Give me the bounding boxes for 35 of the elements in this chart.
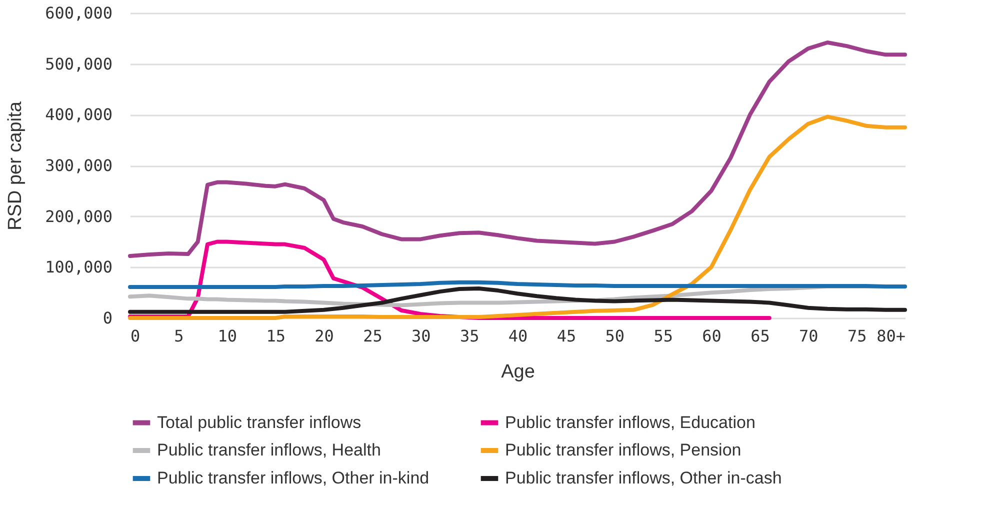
y-tick-label: 400,000 xyxy=(45,105,112,124)
x-tick-label: 20 xyxy=(314,326,334,346)
x-tick-label: 55 xyxy=(654,326,673,346)
x-tick-label: 30 xyxy=(411,326,431,346)
legend-label: Public transfer inflows, Health xyxy=(157,440,381,460)
y-tick-label: 100,000 xyxy=(45,258,112,277)
x-tick-label: 10 xyxy=(218,326,238,346)
line-series xyxy=(128,286,907,314)
y-axis-title: RSD per capita xyxy=(5,101,26,230)
x-tick-label: 5 xyxy=(174,326,184,346)
line-series xyxy=(128,114,907,320)
legend-label: Total public transfer inflows xyxy=(157,412,362,432)
legend-label: Public transfer inflows, Other in-cash xyxy=(505,468,782,488)
y-tick-label: 300,000 xyxy=(45,156,112,175)
line-series xyxy=(128,40,907,258)
x-tick-label: 75 xyxy=(847,326,867,346)
x-tick-label: 80+ xyxy=(876,326,906,346)
y-tick-label: 0 xyxy=(102,308,112,328)
x-tick-label: 60 xyxy=(702,326,722,346)
legend-label: Public transfer inflows, Pension xyxy=(505,440,742,460)
x-axis-title: Age xyxy=(501,362,535,382)
x-tick-label: 0 xyxy=(130,326,140,346)
x-tick-label: 45 xyxy=(556,326,576,346)
x-tick-label: 50 xyxy=(605,326,625,346)
x-tick-label: 25 xyxy=(363,326,382,346)
y-tick-label: 200,000 xyxy=(45,206,112,226)
y-tick-label: 600,000 xyxy=(45,4,112,22)
legend-label: Public transfer inflows, Other in-kind xyxy=(157,468,430,488)
x-tick-label: 15 xyxy=(266,326,286,346)
legend-label: Public transfer inflows, Education xyxy=(505,412,756,432)
x-tick-label: 40 xyxy=(508,326,528,346)
x-tick-label: 70 xyxy=(798,326,818,346)
y-tick-label: 500,000 xyxy=(45,54,112,74)
x-tick-label: 35 xyxy=(460,326,480,346)
x-tick-label: 65 xyxy=(750,326,770,346)
